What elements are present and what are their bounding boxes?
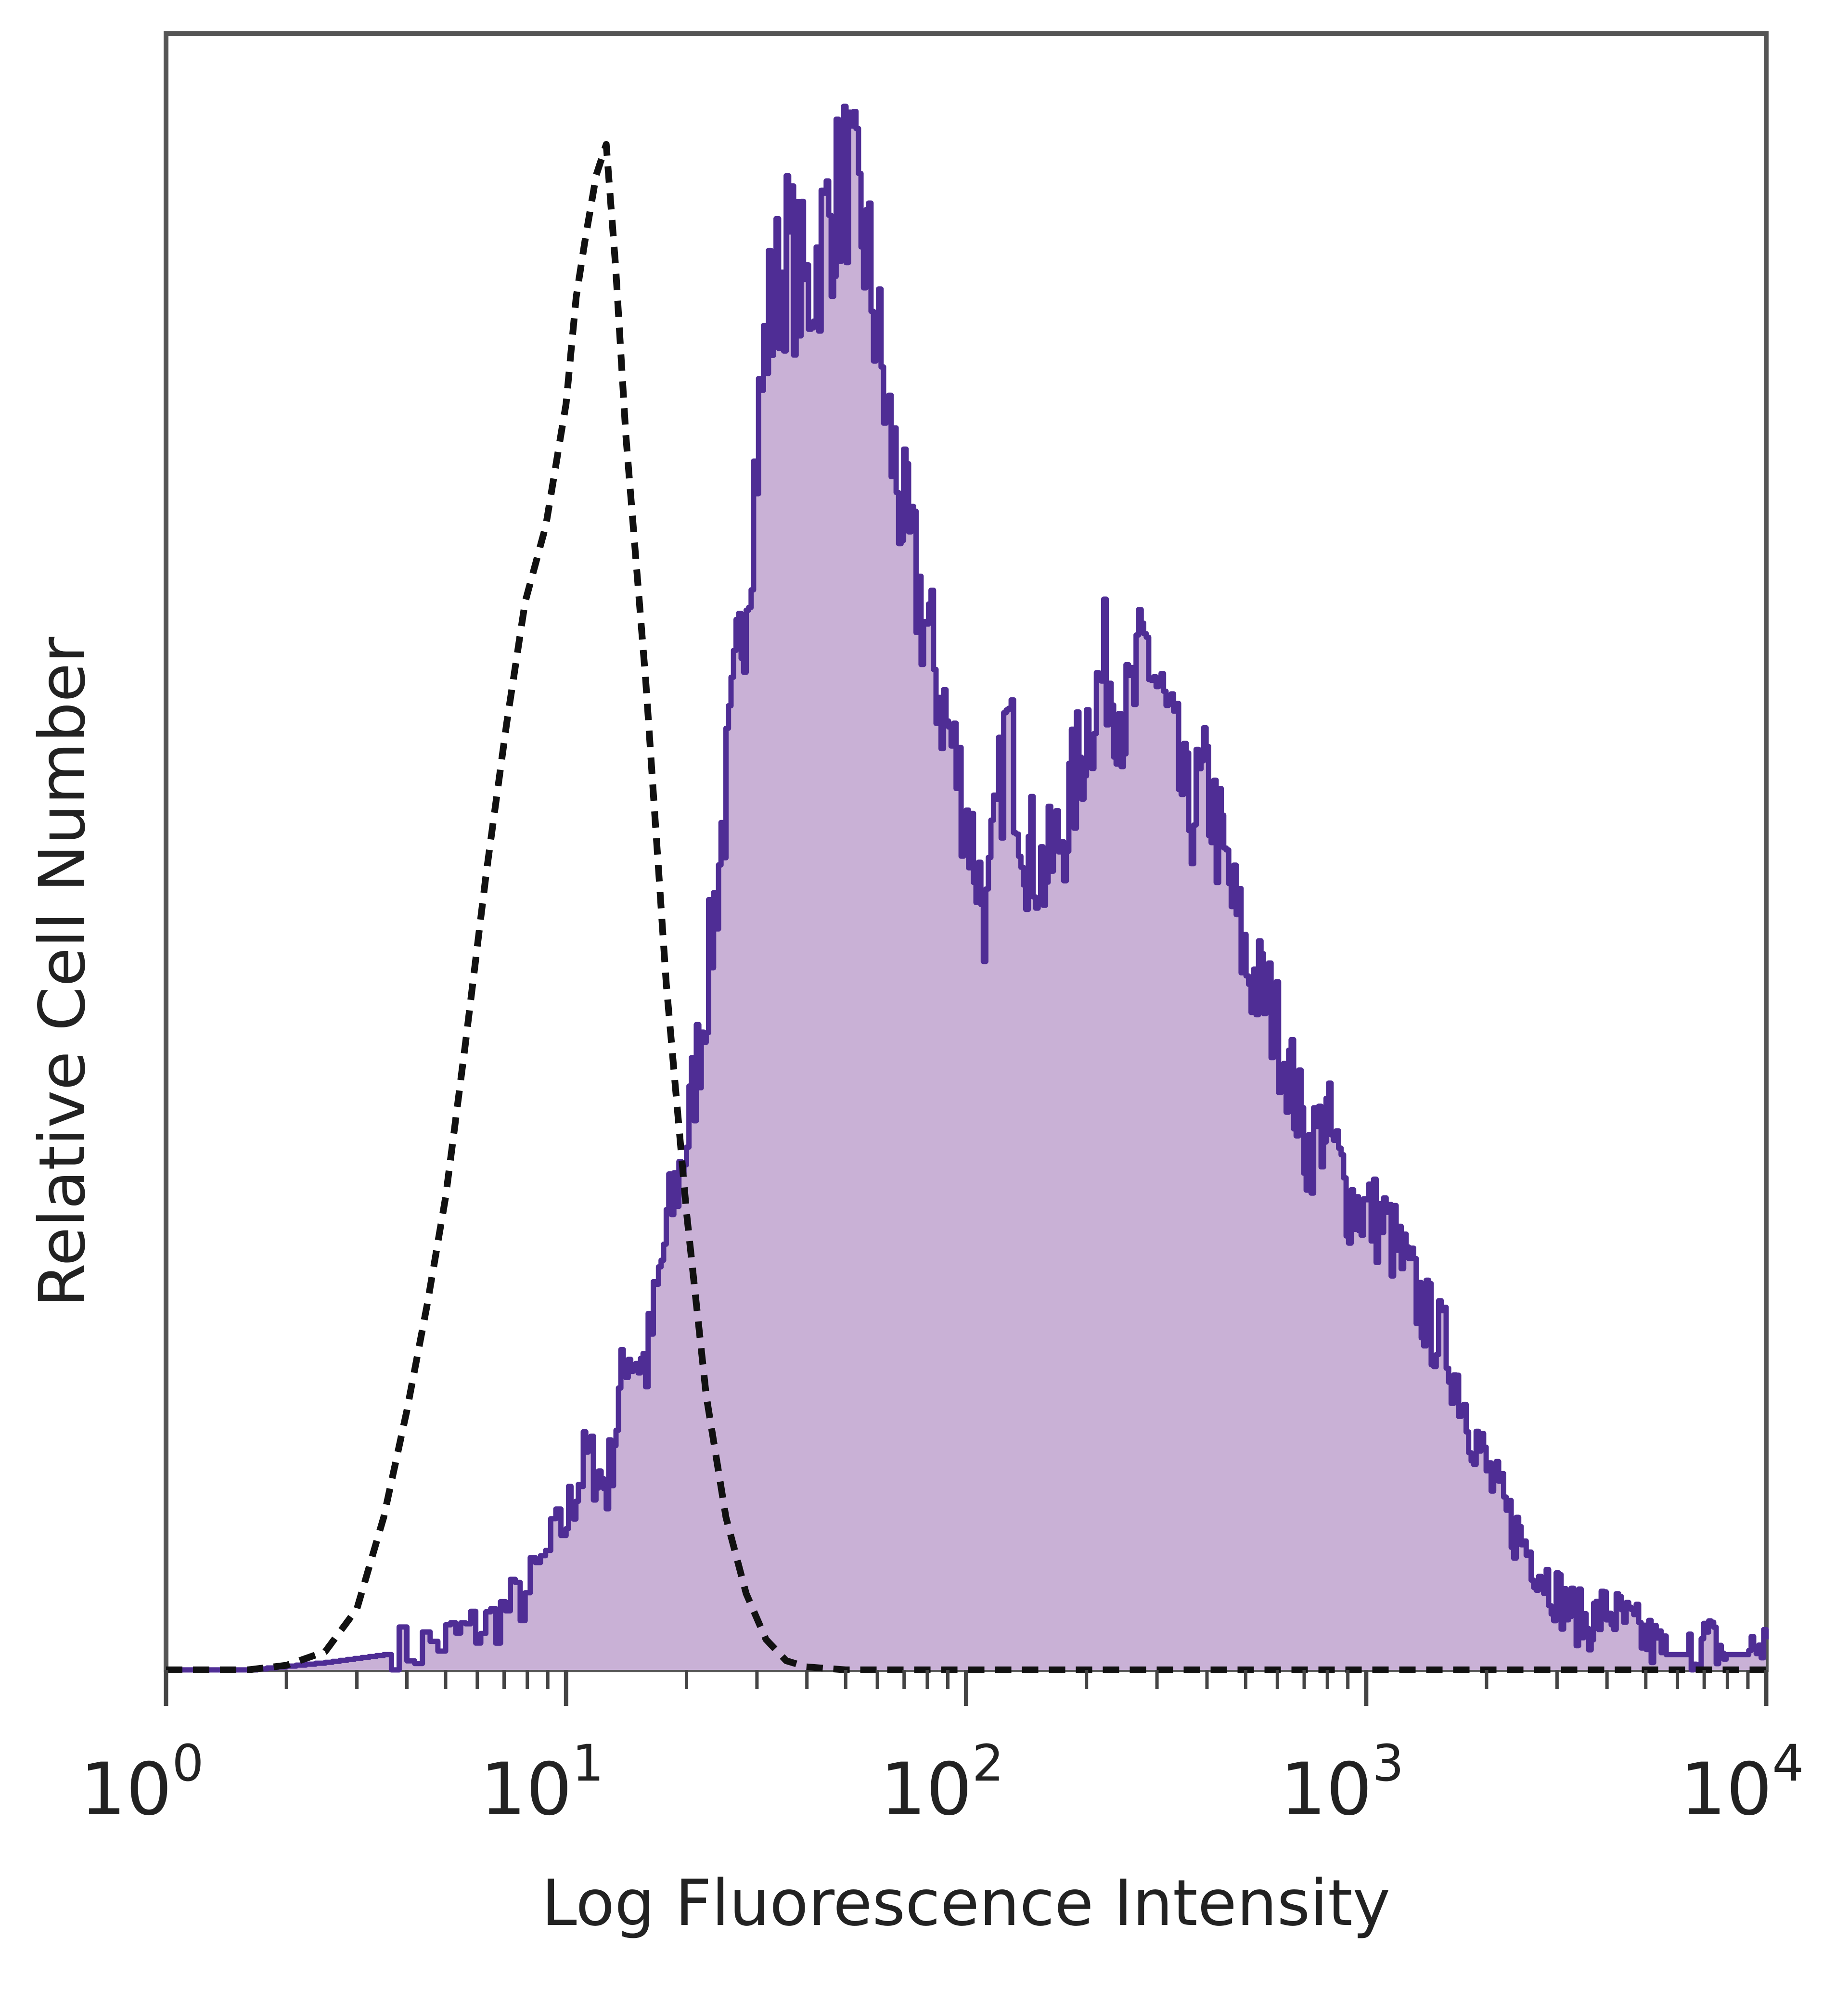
x-tick-exponent: 0: [172, 1734, 204, 1793]
x-tick-label-0: 100: [80, 1734, 204, 1832]
y-axis-label: Relative Cell Number: [26, 637, 100, 1308]
x-axis-label: Log Fluorescence Intensity: [541, 1866, 1390, 1940]
x-tick-base: 10: [480, 1748, 572, 1832]
series-layer: [166, 103, 1769, 1673]
x-tick-exponent: 3: [1372, 1734, 1404, 1793]
x-tick-label-4: 104: [1680, 1734, 1804, 1832]
tick-layer: 100 101 102 103 104: [80, 1670, 1804, 1832]
x-tick-base: 10: [80, 1748, 172, 1832]
series-0-area: [166, 106, 1766, 1670]
x-tick-label-3: 103: [1280, 1734, 1404, 1832]
x-tick-base: 10: [1680, 1748, 1772, 1832]
x-tick-base: 10: [880, 1748, 972, 1832]
x-tick-exponent: 1: [572, 1734, 604, 1793]
x-tick-exponent: 4: [1772, 1734, 1804, 1793]
x-tick-base: 10: [1280, 1748, 1372, 1832]
x-tick-label-2: 102: [880, 1734, 1004, 1832]
x-tick-exponent: 2: [972, 1734, 1004, 1793]
x-tick-label-1: 101: [480, 1734, 604, 1832]
series-1-dashed-line: [166, 141, 1766, 1673]
series-0-outline: [166, 103, 1769, 1673]
